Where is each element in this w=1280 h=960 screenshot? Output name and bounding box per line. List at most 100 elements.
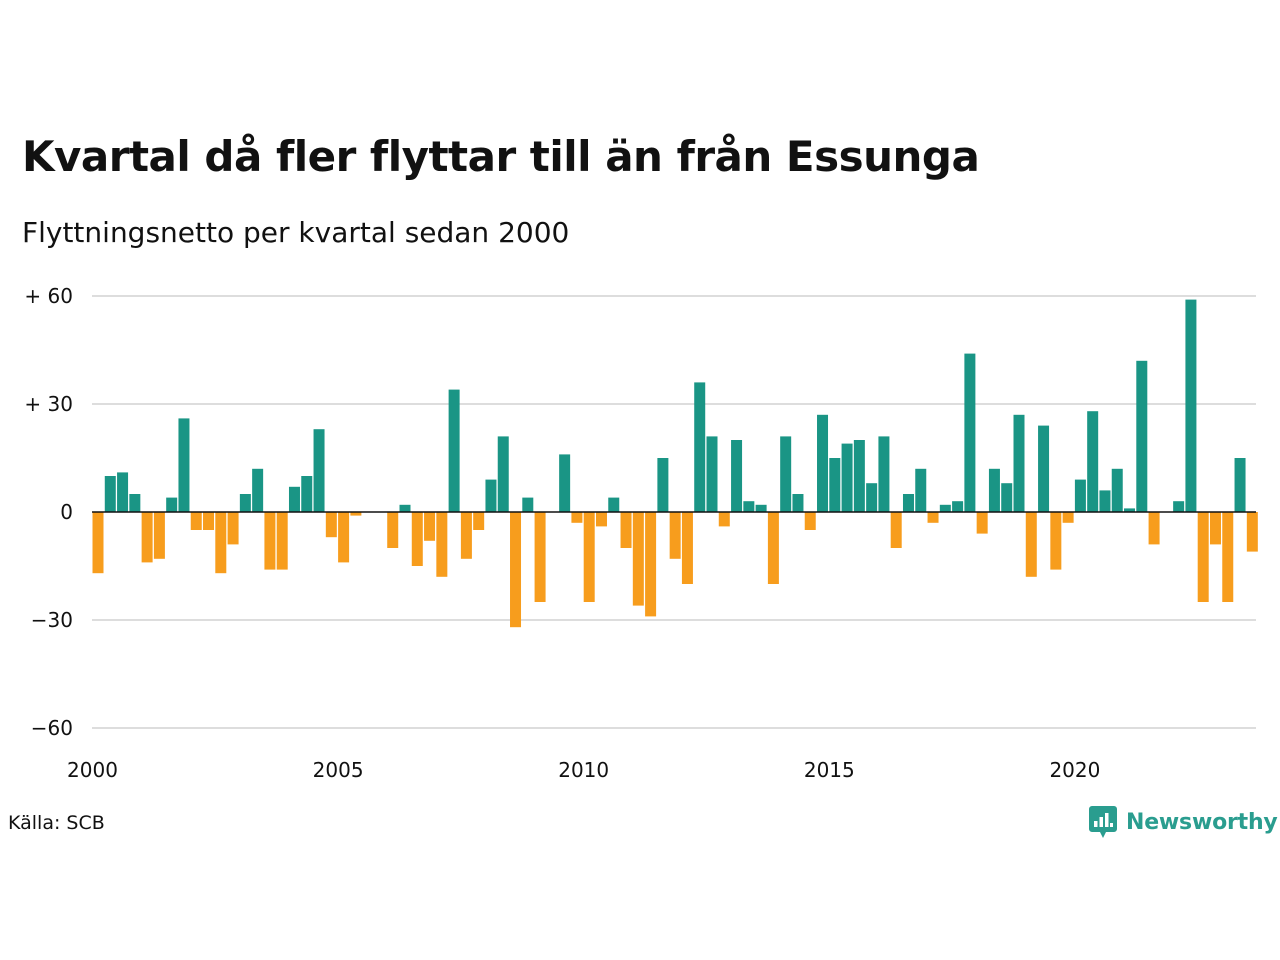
bar: [1001, 483, 1013, 512]
bar: [239, 494, 251, 512]
y-tick-label: + 30: [24, 392, 73, 416]
chart-title: Kvartal då fler flyttar till än från Ess…: [22, 132, 980, 181]
bar: [976, 512, 988, 534]
bar: [153, 512, 165, 559]
bars: [92, 299, 1258, 628]
bar: [731, 440, 743, 512]
bar: [1234, 458, 1246, 512]
bar: [1173, 501, 1185, 512]
bar: [1038, 425, 1050, 512]
bar: [890, 512, 902, 548]
bar: [338, 512, 350, 563]
bar: [1050, 512, 1062, 570]
bar: [1136, 360, 1148, 512]
bar: [829, 458, 841, 512]
bar: [534, 512, 546, 602]
bar: [583, 512, 595, 602]
bar: [1062, 512, 1074, 523]
bar: [608, 497, 620, 512]
x-tick-label: 2005: [313, 758, 364, 782]
bar: [252, 468, 264, 512]
bar: [141, 512, 153, 563]
bar: [939, 504, 951, 512]
bar: [460, 512, 472, 559]
bar: [780, 436, 792, 512]
newsworthy-chart-bubble-icon: [1089, 806, 1117, 838]
bar: [1185, 299, 1197, 512]
bar: [276, 512, 288, 570]
bar: [325, 512, 337, 538]
newsworthy-logo[interactable]: Newsworthy: [1088, 804, 1278, 840]
bar: [902, 494, 914, 512]
bar: [632, 512, 644, 606]
bar: [853, 440, 865, 512]
bar: [350, 512, 362, 516]
x-tick-label: 2020: [1049, 758, 1100, 782]
bar: [264, 512, 276, 570]
bar: [129, 494, 141, 512]
bar: [1222, 512, 1234, 602]
bar: [522, 497, 534, 512]
source-note: Källa: SCB: [8, 812, 105, 834]
x-tick-label: 2010: [558, 758, 609, 782]
bar: [485, 479, 497, 512]
bar: [399, 504, 411, 512]
bar: [227, 512, 239, 545]
bar: [117, 472, 129, 512]
bar: [473, 512, 485, 530]
bar: [767, 512, 779, 584]
bar: [706, 436, 718, 512]
bar: [669, 512, 681, 559]
bar: [1087, 411, 1099, 512]
x-tick-label: 2015: [804, 758, 855, 782]
bar: [657, 458, 669, 512]
bar: [166, 497, 178, 512]
gridlines: [92, 295, 1256, 729]
bar: [190, 512, 202, 530]
bar: [743, 501, 755, 512]
bar: [313, 429, 325, 512]
bar: [915, 468, 927, 512]
bar: [1111, 468, 1123, 512]
bar: [1099, 490, 1111, 512]
y-axis-labels: + 60 + 30 0 −30 −60: [24, 284, 73, 740]
bar: [1209, 512, 1221, 545]
bar: [215, 512, 227, 574]
bar: [448, 389, 460, 512]
bar: [1246, 512, 1258, 552]
logo-text: Newsworthy: [1126, 809, 1278, 835]
x-axis-labels: 2000 2005 2010 2015 2020: [67, 758, 1100, 782]
bar: [964, 353, 976, 512]
bar: [927, 512, 939, 523]
bar: [1148, 512, 1160, 545]
bar: [571, 512, 583, 523]
bar: [878, 436, 890, 512]
bar: [424, 512, 436, 541]
bar: [1074, 479, 1086, 512]
bar: [288, 486, 300, 512]
y-tick-label: −60: [31, 716, 73, 740]
bar: [178, 418, 190, 512]
bar: [952, 501, 964, 512]
bar: [804, 512, 816, 530]
bar: [1013, 414, 1025, 512]
bar: [559, 454, 571, 512]
bar: [866, 483, 878, 512]
bar: [620, 512, 632, 548]
bar: [694, 382, 706, 512]
bar: [681, 512, 693, 584]
y-tick-label: + 60: [24, 284, 73, 308]
bar: [1124, 508, 1136, 512]
bar: [841, 443, 853, 512]
x-tick-label: 2000: [67, 758, 118, 782]
chart-subtitle: Flyttningsnetto per kvartal sedan 2000: [22, 216, 570, 249]
bar-chart: + 60 + 30 0 −30 −60 2000 2005 2010 2015 2020: [24, 284, 1258, 782]
bar: [817, 414, 829, 512]
bar: [92, 512, 104, 574]
bar: [497, 436, 509, 512]
bar: [104, 476, 116, 512]
y-tick-label: 0: [60, 500, 73, 524]
bar: [792, 494, 804, 512]
bar: [755, 504, 767, 512]
bar: [1197, 512, 1209, 602]
